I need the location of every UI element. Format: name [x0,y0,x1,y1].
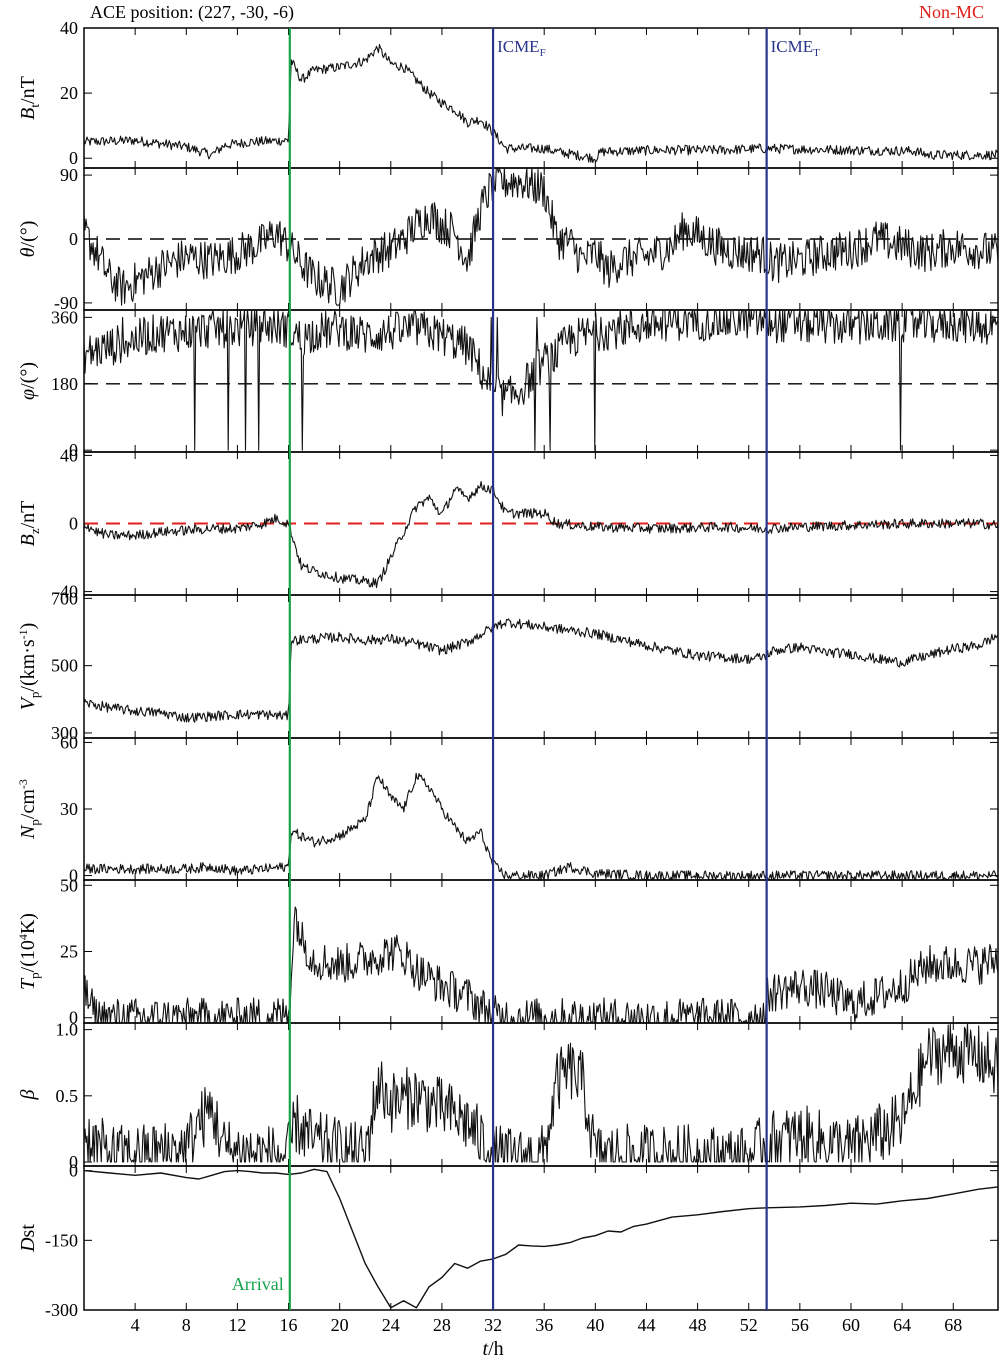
x-tick-label: 28 [433,1315,451,1335]
panel-frame-Np [83,737,999,881]
y-tick-label: -90 [54,293,78,313]
x-tick-label: 40 [586,1315,604,1335]
y-axis-label-Np: Np/cm-3 [16,779,42,840]
y-tick-label: 0 [69,1152,78,1172]
panel-frame-Dst [83,1165,999,1311]
x-tick-label: 68 [944,1315,962,1335]
x-tick-label: 64 [893,1315,911,1335]
panel-theta: -90 0 90 θ/(°) [17,165,999,313]
series-line-Dst [83,1168,999,1309]
y-tick-label: 60 [60,732,78,752]
panel-Tp: 0 25 50 Tp/(104K) [16,875,999,1028]
icme-tail-label: ICMET [771,37,821,59]
y-axis-label-Bz: Bz/nT [17,501,42,547]
y-tick-label: 0 [69,1161,78,1181]
series-line-beta [83,1022,999,1163]
x-tick-label: 52 [740,1315,758,1335]
x-tick-label: 24 [382,1315,400,1335]
y-axis-label-phi: φ/(°) [17,362,39,400]
icme-front-label: ICMEF [497,37,546,59]
series-line-Vp [83,618,999,723]
x-tick-label: 60 [842,1315,860,1335]
y-tick-label: 0 [69,440,78,460]
series-line-Tp [83,906,999,1024]
panel-beta: 0 0.5 1.0 β [17,1020,999,1172]
panel-Dst: -300 -150 0 Dst [17,1161,999,1320]
y-tick-label: 0 [69,866,78,886]
y-tick-label: -40 [54,582,78,602]
panel-Vp: 300 500 700 Vp/(km·s-1) [16,588,999,743]
y-tick-label: 20 [60,83,78,103]
series-line-Bt [83,44,999,163]
event-type-label: Non-MC [918,2,984,22]
series-line-theta [83,167,999,306]
y-tick-label: 0 [69,229,78,249]
y-axis-label-beta: β [17,1089,39,1100]
x-axis-label: t/h [483,1338,504,1360]
y-axis-label-Dst: Dst [17,1224,39,1253]
y-tick-label: 0 [69,1008,78,1028]
y-tick-label: 0 [69,148,78,168]
y-axis-label-Tp: Tp/(104K) [16,913,42,990]
x-tick-label: 44 [637,1315,655,1335]
series-line-Np [83,772,999,881]
y-tick-label: -150 [45,1230,78,1250]
x-tick-label: 32 [484,1315,502,1335]
x-tick-label: 16 [280,1315,298,1335]
y-tick-label: 50 [60,875,78,895]
panel-frame-Tp [83,879,999,1024]
y-tick-label: 500 [51,656,78,676]
series-line-phi [83,309,999,451]
x-tick-label: 4 [131,1315,140,1335]
y-tick-label: 0.5 [56,1086,79,1106]
panel-Np: 0 30 60 Np/cm-3 [16,732,999,886]
y-tick-label: 25 [60,942,78,962]
y-axis-label-Vp: Vp/(km·s-1) [16,623,42,711]
y-tick-label: 1.0 [56,1020,79,1040]
x-tick-label: 12 [228,1315,246,1335]
arrival-label: Arrival [232,1274,284,1294]
panel-phi: 0 180 360 φ/(°) [17,307,999,460]
y-tick-label: 90 [60,165,78,185]
x-tick-label: 8 [182,1315,191,1335]
series-line-Bz [83,480,999,589]
y-tick-label: 180 [51,374,78,394]
x-tick-label: 36 [535,1315,553,1335]
y-axis-label-theta: θ/(°) [17,221,39,258]
ace-position-label: ACE position: (227, -30, -6) [90,2,294,22]
y-axis-label-Bt: Bt/nT [17,76,42,120]
x-tick-label: 56 [791,1315,809,1335]
y-tick-label: 30 [60,799,78,819]
y-tick-label: 40 [60,18,78,38]
x-tick-label: 48 [689,1315,707,1335]
y-tick-label: 0 [69,514,78,534]
y-tick-label: -300 [45,1300,78,1320]
y-tick-label: 40 [60,445,78,465]
x-tick-label: 20 [331,1315,349,1335]
y-tick-label: 300 [51,723,78,743]
y-tick-label: 700 [51,588,78,608]
panel-Bz: -40 0 40 Bz/nT [17,445,999,602]
y-tick-label: 360 [51,307,78,327]
